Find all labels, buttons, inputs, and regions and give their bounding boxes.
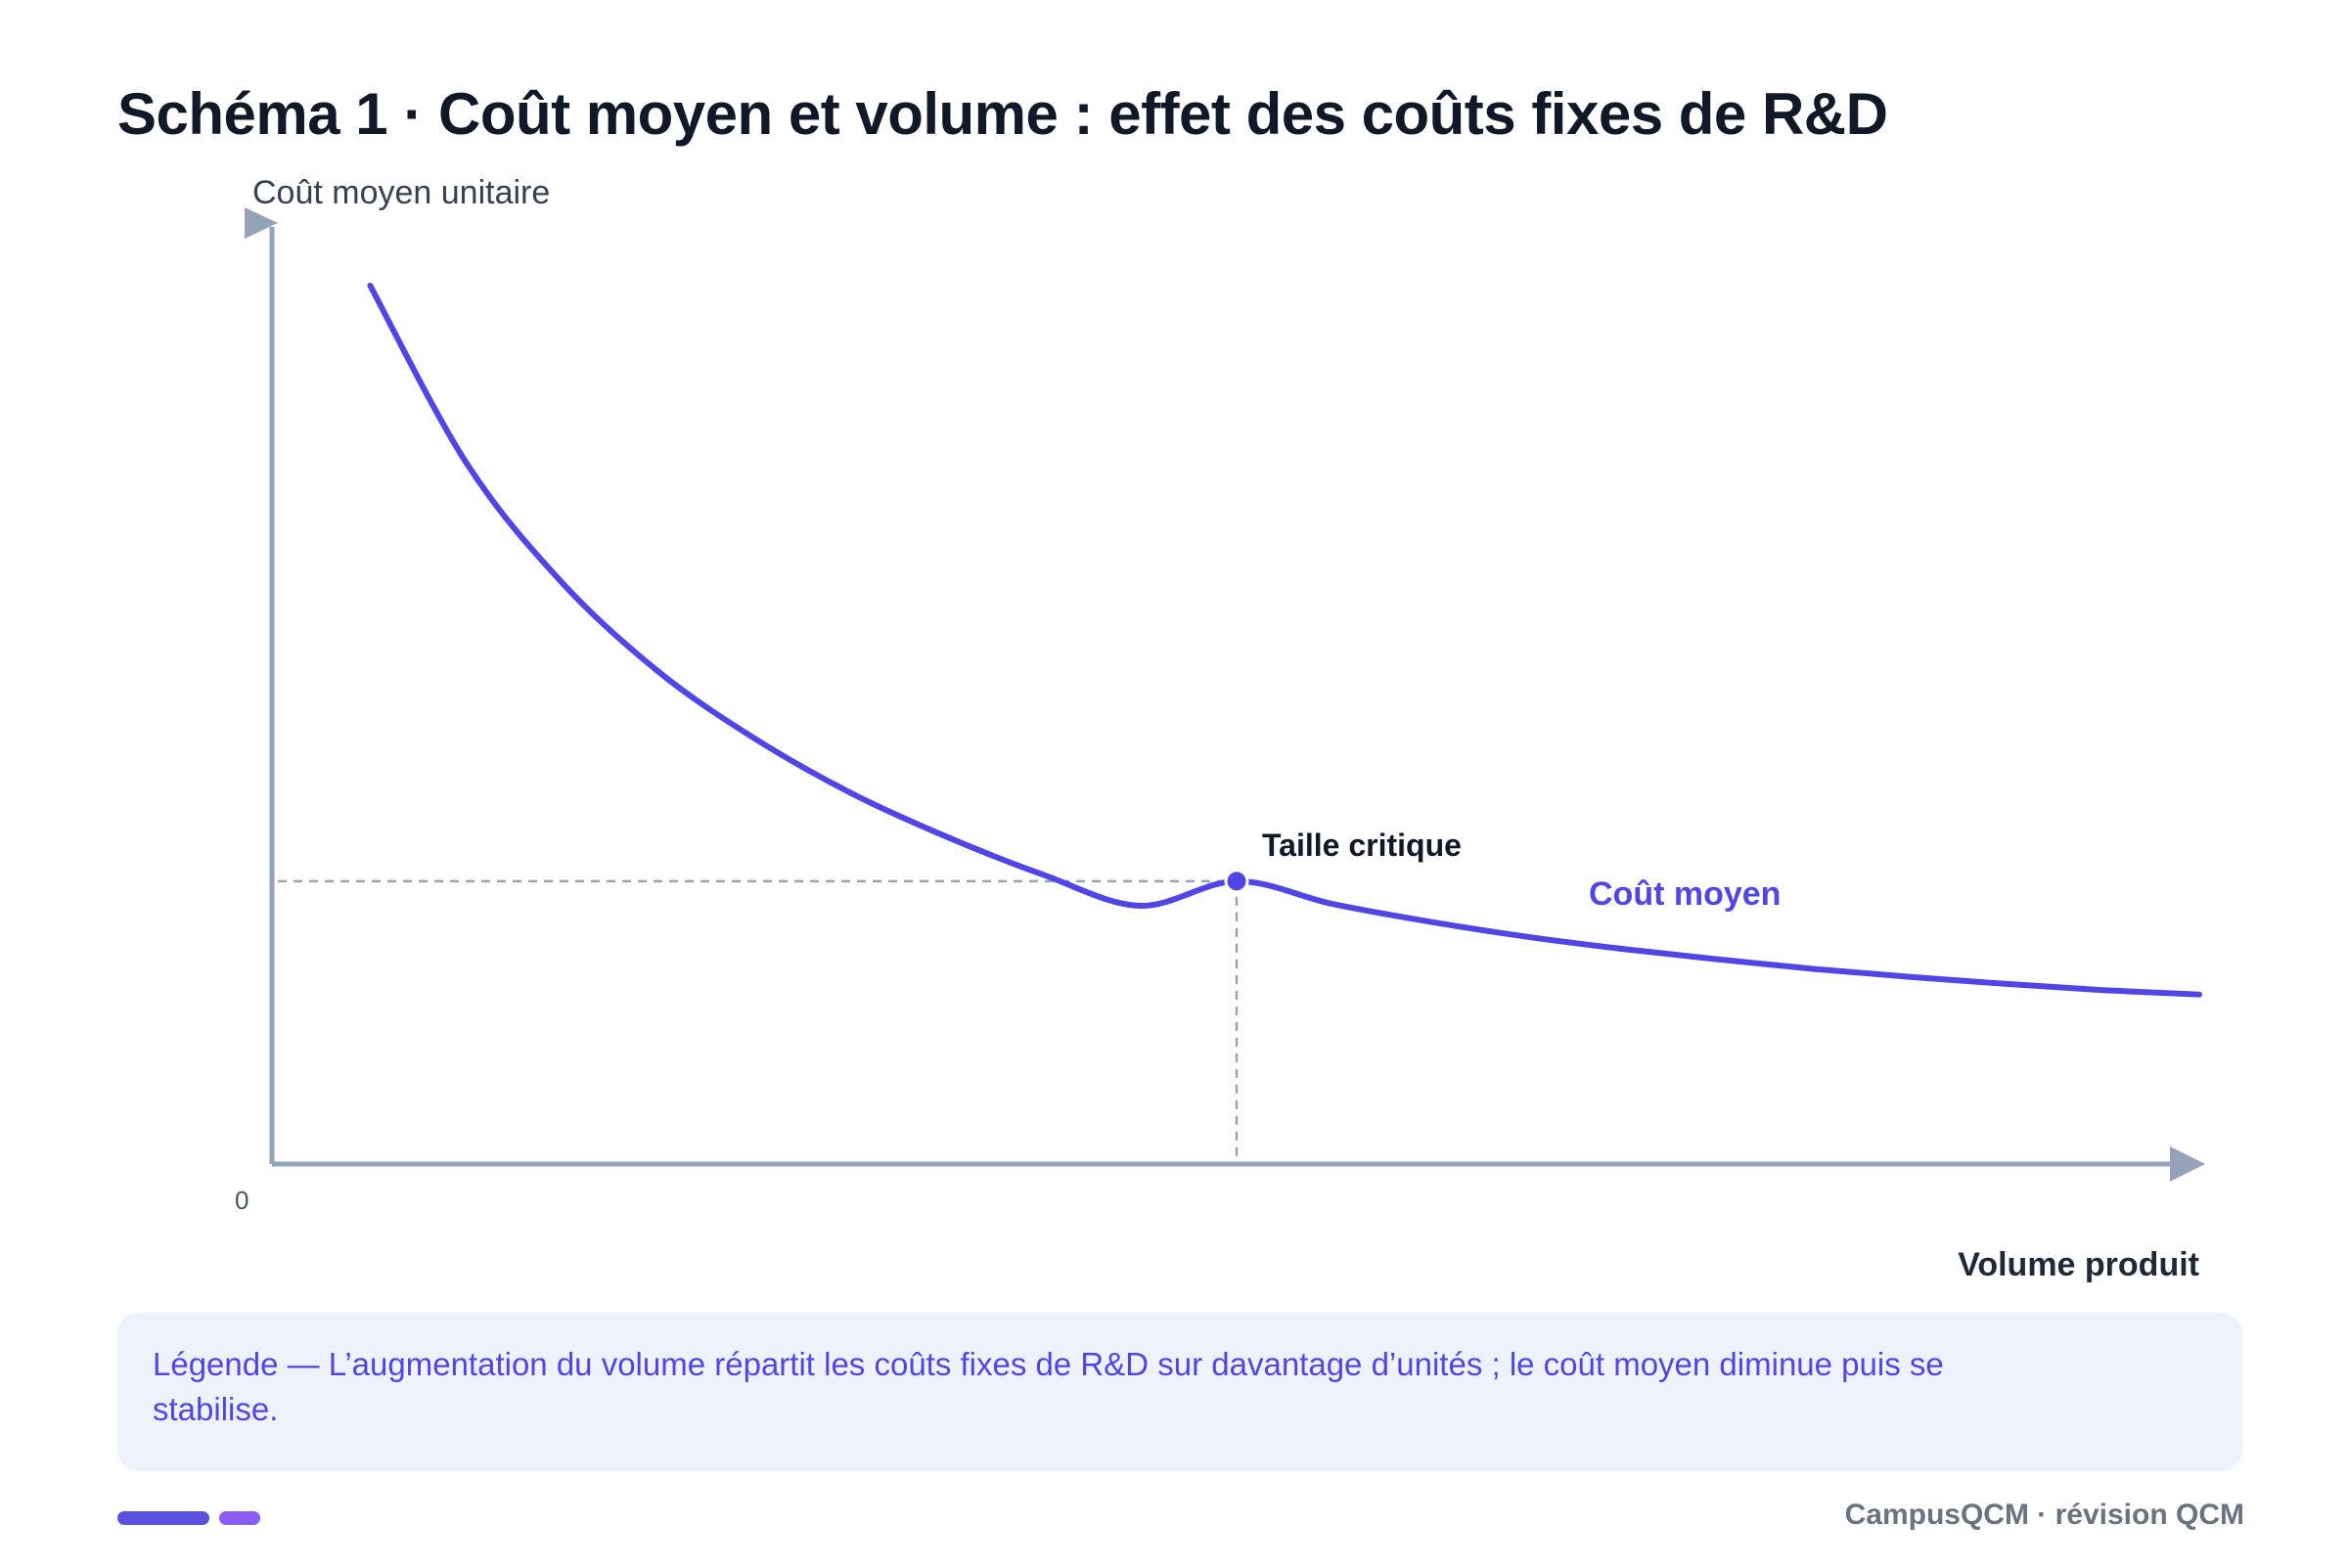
origin-tick-label: 0 — [235, 1186, 248, 1215]
footer-bar-primary — [117, 1511, 209, 1525]
series-label-average-cost: Coût moyen — [1589, 875, 1781, 913]
footer-brand: CampusQCM · révision QCM — [1844, 1499, 2244, 1531]
plot-layer — [278, 283, 2202, 1160]
legend-text: Légende — L’augmentation du volume répar… — [153, 1346, 1944, 1427]
y-axis-label: Coût moyen unitaire — [252, 174, 550, 211]
x-axis-arrow-icon — [2170, 1146, 2205, 1182]
x-axis-label: Volume produit — [1958, 1246, 2199, 1283]
footer-bar-secondary — [219, 1511, 260, 1525]
series-line-0 — [367, 283, 2202, 998]
labels-layer: Taille critique Coût moyen — [1262, 828, 1781, 913]
critical-size-label: Taille critique — [1262, 828, 1462, 863]
legend-box: Légende — L’augmentation du volume répar… — [117, 1313, 2242, 1471]
axes-layer: Coût moyen unitaire Volume produit 0 — [235, 174, 2205, 1283]
y-axis-arrow-icon — [245, 207, 278, 239]
chart-title: Schéma 1 · Coût moyen et volume : effet … — [117, 81, 1888, 147]
chart-svg: Coût moyen unitaire Volume produit 0 Tai… — [235, 174, 2205, 1283]
critical-size-point — [1224, 869, 1249, 894]
